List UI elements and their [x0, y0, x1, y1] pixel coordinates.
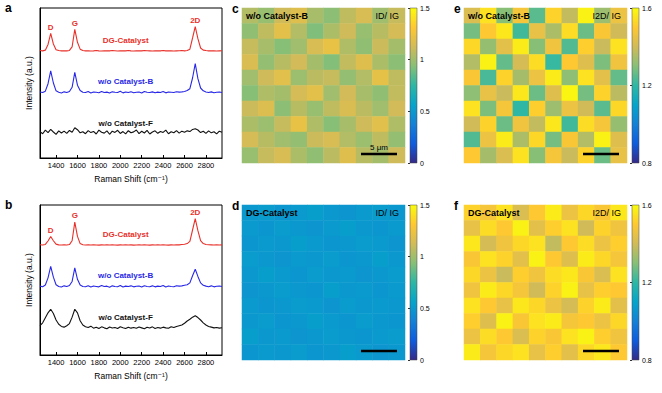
svg-text:w/o Catalyst-B: w/o Catalyst-B — [97, 77, 153, 86]
svg-text:2800: 2800 — [198, 358, 215, 367]
svg-text:0: 0 — [420, 357, 424, 364]
svg-text:G: G — [72, 211, 78, 220]
svg-text:c: c — [232, 2, 239, 16]
svg-text:DG-Catalyst: DG-Catalyst — [103, 230, 149, 239]
svg-text:2400: 2400 — [155, 358, 172, 367]
svg-text:1400: 1400 — [48, 161, 65, 170]
svg-text:1600: 1600 — [69, 161, 86, 170]
svg-text:D: D — [48, 23, 54, 32]
svg-text:Intensity (a.u.): Intensity (a.u.) — [24, 253, 34, 307]
svg-text:1.5: 1.5 — [420, 5, 430, 12]
svg-text:G: G — [72, 19, 78, 28]
svg-text:b: b — [5, 198, 12, 212]
svg-text:Raman Shift (cm⁻¹): Raman Shift (cm⁻¹) — [94, 174, 168, 184]
svg-text:1: 1 — [420, 56, 424, 63]
svg-text:a: a — [5, 1, 12, 15]
svg-text:2200: 2200 — [133, 161, 150, 170]
svg-text:2000: 2000 — [112, 161, 129, 170]
svg-text:1.6: 1.6 — [642, 5, 652, 12]
svg-text:0.8: 0.8 — [642, 160, 652, 167]
svg-text:Intensity (a.u.): Intensity (a.u.) — [24, 56, 34, 110]
svg-text:I2D/ IG: I2D/ IG — [592, 208, 621, 218]
svg-text:d: d — [232, 199, 239, 213]
svg-text:DG-Catalyst: DG-Catalyst — [103, 36, 149, 45]
svg-text:2600: 2600 — [176, 358, 193, 367]
svg-text:2200: 2200 — [133, 358, 150, 367]
svg-text:1.2: 1.2 — [642, 279, 652, 286]
svg-text:w/o Catalyst-B: w/o Catalyst-B — [467, 11, 531, 21]
svg-text:0.5: 0.5 — [420, 108, 430, 115]
svg-text:0: 0 — [420, 160, 424, 167]
svg-text:2800: 2800 — [198, 161, 215, 170]
svg-text:2000: 2000 — [112, 358, 129, 367]
svg-text:e: e — [454, 2, 461, 16]
svg-text:1.6: 1.6 — [642, 202, 652, 209]
svg-text:w/o Catalyst-F: w/o Catalyst-F — [98, 119, 153, 128]
svg-text:I2D/ IG: I2D/ IG — [592, 11, 621, 21]
svg-text:2600: 2600 — [176, 161, 193, 170]
svg-text:Raman Shift (cm⁻¹): Raman Shift (cm⁻¹) — [94, 371, 168, 381]
svg-text:DG-Catalyst: DG-Catalyst — [468, 208, 520, 218]
svg-text:w/o Catalyst-B: w/o Catalyst-B — [97, 271, 153, 280]
svg-text:ID/ IG: ID/ IG — [375, 11, 399, 21]
svg-text:1.2: 1.2 — [642, 82, 652, 89]
svg-text:0.8: 0.8 — [642, 357, 652, 364]
svg-text:0.5: 0.5 — [420, 305, 430, 312]
svg-text:w/o Catalyst-F: w/o Catalyst-F — [98, 313, 153, 322]
svg-text:5 μm: 5 μm — [370, 143, 388, 152]
svg-text:1600: 1600 — [69, 358, 86, 367]
svg-text:2D: 2D — [190, 208, 200, 217]
svg-text:1.5: 1.5 — [420, 202, 430, 209]
svg-text:DG-Catalyst: DG-Catalyst — [246, 208, 298, 218]
svg-text:1: 1 — [420, 253, 424, 260]
svg-text:1800: 1800 — [91, 358, 108, 367]
svg-text:1800: 1800 — [91, 161, 108, 170]
svg-text:D: D — [48, 226, 54, 235]
svg-text:ID/ IG: ID/ IG — [375, 208, 399, 218]
svg-text:2D: 2D — [190, 16, 200, 25]
svg-text:1400: 1400 — [48, 358, 65, 367]
svg-text:f: f — [454, 199, 459, 213]
svg-text:w/o Catalyst-B: w/o Catalyst-B — [245, 11, 309, 21]
svg-text:2400: 2400 — [155, 161, 172, 170]
